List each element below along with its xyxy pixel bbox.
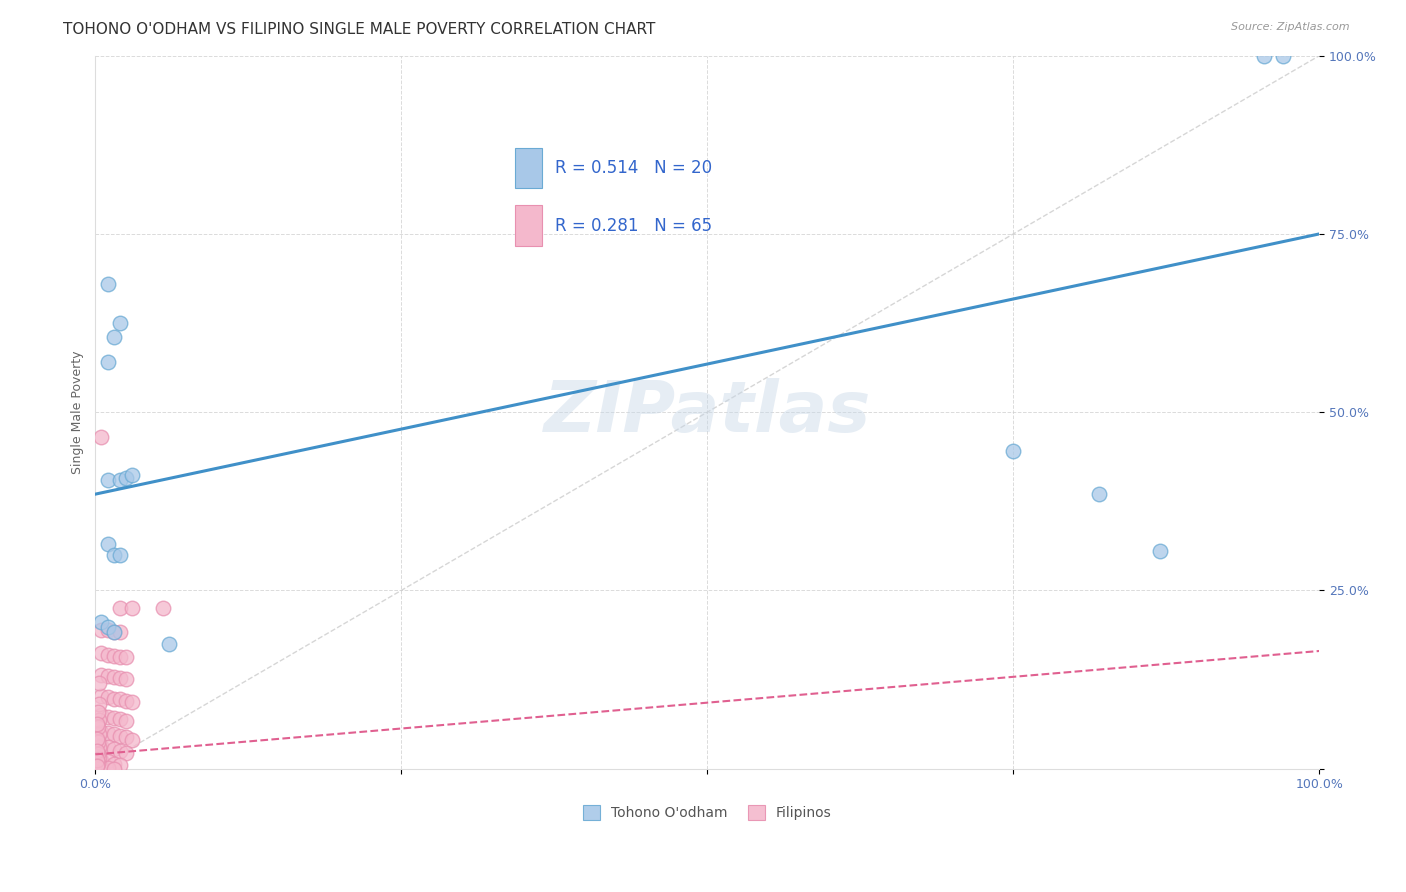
Point <box>108 692 131 706</box>
Point <box>103 330 125 344</box>
Point <box>97 277 120 291</box>
Point <box>97 623 120 637</box>
Point <box>86 717 108 731</box>
Point <box>87 713 110 727</box>
Point <box>97 726 120 740</box>
Point <box>103 711 125 725</box>
Point <box>108 744 131 758</box>
Point <box>115 731 138 745</box>
Point <box>115 650 138 665</box>
Point <box>157 637 180 651</box>
Point <box>97 709 120 723</box>
Text: R = 0.281   N = 65: R = 0.281 N = 65 <box>554 217 711 235</box>
Point <box>97 669 120 683</box>
Point <box>97 740 120 755</box>
Point <box>121 601 143 615</box>
Point <box>87 705 110 719</box>
Point <box>86 753 108 767</box>
Point <box>86 744 108 758</box>
Point <box>87 751 110 765</box>
Point <box>90 430 112 444</box>
Point <box>121 695 143 709</box>
Point <box>97 473 120 487</box>
Point <box>1149 544 1171 558</box>
Point <box>87 756 110 770</box>
Point <box>108 758 131 772</box>
Point <box>90 753 112 767</box>
Point <box>97 755 120 769</box>
Point <box>97 355 120 369</box>
Point <box>90 724 112 739</box>
Y-axis label: Single Male Poverty: Single Male Poverty <box>72 351 84 474</box>
Point <box>103 762 125 776</box>
Point <box>103 670 125 684</box>
Point <box>90 646 112 660</box>
Point <box>108 624 131 639</box>
Legend: Tohono O'odham, Filipinos: Tohono O'odham, Filipinos <box>578 800 837 826</box>
Point <box>86 731 108 746</box>
Point <box>97 537 120 551</box>
Point <box>108 473 131 487</box>
Point <box>108 316 131 330</box>
Point <box>97 690 120 705</box>
Point <box>1088 487 1111 501</box>
Point <box>87 747 110 762</box>
Point <box>108 729 131 743</box>
Point <box>108 548 131 562</box>
FancyBboxPatch shape <box>515 147 543 188</box>
Point <box>87 698 110 712</box>
Point <box>1002 444 1025 458</box>
Point <box>115 673 138 687</box>
Point <box>103 624 125 639</box>
Point <box>115 471 138 485</box>
Point <box>103 756 125 771</box>
Point <box>87 720 110 734</box>
Point <box>1253 48 1275 62</box>
Point <box>115 746 138 760</box>
Point <box>90 739 112 753</box>
Point <box>103 648 125 663</box>
Point <box>90 689 112 703</box>
Point <box>90 760 112 774</box>
Point <box>108 601 131 615</box>
Point <box>115 694 138 708</box>
Point <box>103 741 125 756</box>
Text: Source: ZipAtlas.com: Source: ZipAtlas.com <box>1232 22 1350 32</box>
Point <box>1271 48 1294 62</box>
Point <box>87 676 110 690</box>
Point <box>121 467 143 482</box>
Point <box>103 624 125 639</box>
Point <box>103 727 125 741</box>
Point <box>97 648 120 662</box>
Point <box>90 615 112 630</box>
Point <box>108 713 131 727</box>
Point <box>90 667 112 681</box>
FancyBboxPatch shape <box>515 205 543 246</box>
Point <box>87 734 110 748</box>
Point <box>108 671 131 685</box>
Point <box>152 601 174 615</box>
Text: R = 0.514   N = 20: R = 0.514 N = 20 <box>554 159 711 177</box>
Point <box>90 623 112 637</box>
Point <box>97 761 120 775</box>
Point <box>115 714 138 728</box>
Point <box>103 548 125 562</box>
Point <box>87 740 110 755</box>
Point <box>90 708 112 723</box>
Point <box>108 650 131 665</box>
Point <box>121 733 143 747</box>
Text: ZIPatlas: ZIPatlas <box>544 377 872 447</box>
Text: TOHONO O'ODHAM VS FILIPINO SINGLE MALE POVERTY CORRELATION CHART: TOHONO O'ODHAM VS FILIPINO SINGLE MALE P… <box>63 22 655 37</box>
Point <box>87 727 110 741</box>
Point <box>97 620 120 634</box>
Point <box>103 691 125 706</box>
Point <box>86 759 108 773</box>
